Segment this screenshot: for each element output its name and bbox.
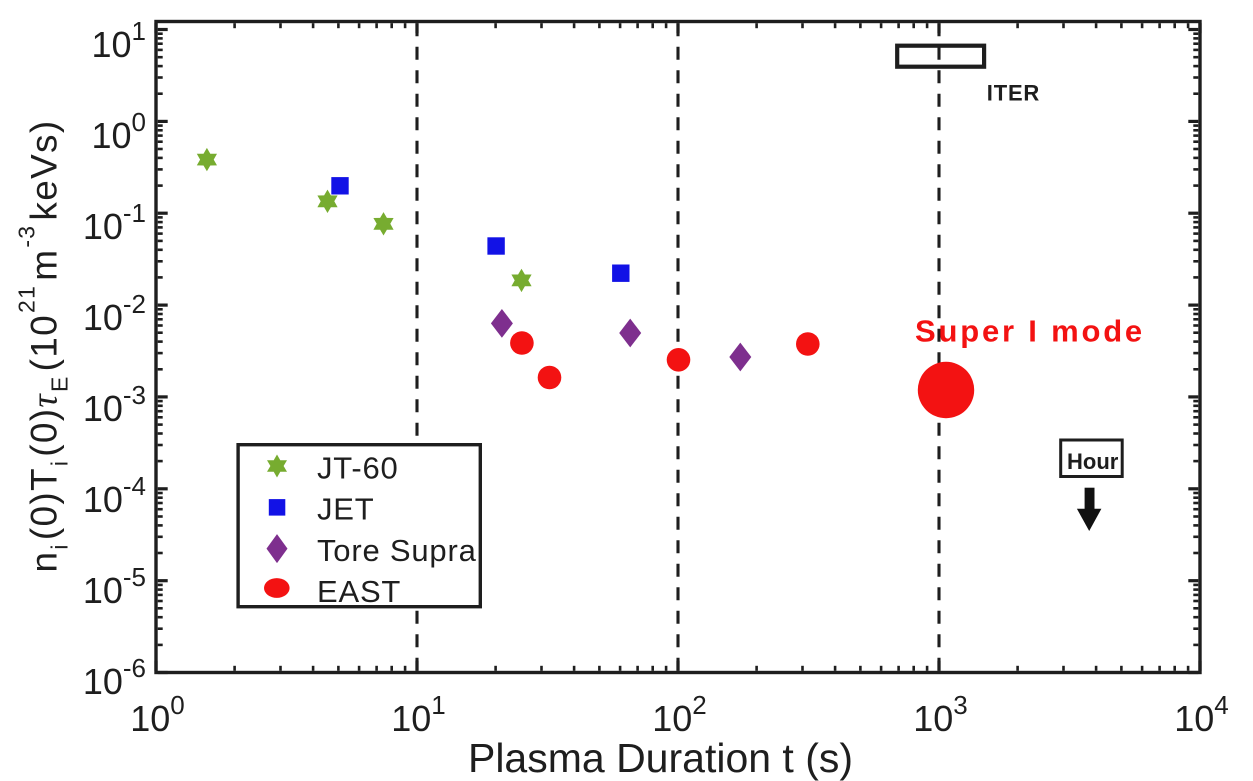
svg-text:10-2: 10-2: [83, 289, 146, 338]
svg-text:Tore Supra: Tore Supra: [317, 533, 477, 568]
svg-text:10-5: 10-5: [83, 562, 146, 611]
svg-text:JET: JET: [317, 492, 375, 527]
svg-text:Plasma Duration t (s): Plasma Duration t (s): [468, 735, 853, 781]
svg-text:Super I mode: Super I mode: [915, 313, 1145, 348]
svg-text:JT-60: JT-60: [317, 450, 399, 485]
svg-text:ITER: ITER: [987, 80, 1040, 105]
svg-text:104: 104: [1174, 690, 1229, 739]
svg-text:ni(0)Ti(0)τE(1021m-3keVs): ni(0)Ti(0)τE(1021m-3keVs): [14, 120, 73, 573]
svg-text:EAST: EAST: [317, 574, 401, 609]
svg-text:Hour: Hour: [1067, 449, 1119, 474]
